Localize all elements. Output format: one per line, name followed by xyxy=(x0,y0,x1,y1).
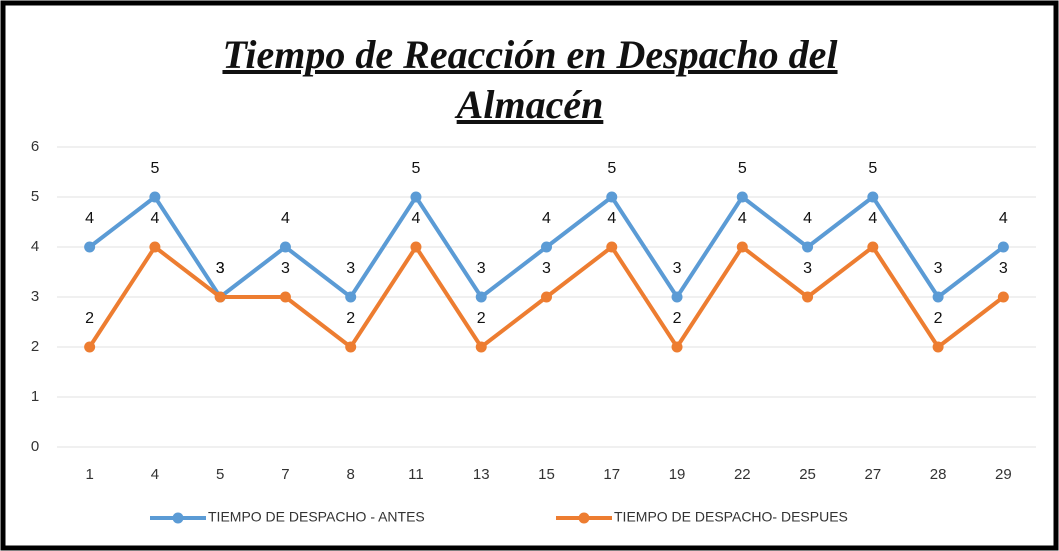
point xyxy=(736,191,748,203)
y-tick-label: 1 xyxy=(31,388,39,405)
data-label: 3 xyxy=(803,260,812,277)
point xyxy=(410,241,422,253)
point xyxy=(410,191,422,203)
x-tick-label: 27 xyxy=(864,466,881,483)
x-tick-label: 8 xyxy=(347,466,355,483)
data-label: 4 xyxy=(412,210,421,227)
point xyxy=(932,291,944,303)
data-label: 4 xyxy=(281,210,290,227)
data-label: 3 xyxy=(934,260,943,277)
point xyxy=(671,291,683,303)
data-label: 5 xyxy=(738,160,747,177)
x-tick-label: 11 xyxy=(408,466,424,483)
point xyxy=(606,191,618,203)
x-tick-label: 19 xyxy=(669,466,686,483)
point xyxy=(279,291,291,303)
data-label: 2 xyxy=(673,310,682,327)
x-tick-label: 22 xyxy=(734,466,751,483)
y-tick-label: 2 xyxy=(31,338,39,355)
chart-title: Tiempo de Reacción en Despacho del Almac… xyxy=(222,32,838,127)
point xyxy=(149,191,161,203)
legend-label: TIEMPO DE DESPACHO- DESPUES xyxy=(614,509,848,525)
point xyxy=(475,291,487,303)
point xyxy=(997,291,1009,303)
data-label: 5 xyxy=(607,160,616,177)
data-label: 4 xyxy=(607,210,616,227)
data-label: 4 xyxy=(803,210,812,227)
data-label: 3 xyxy=(477,260,486,277)
point xyxy=(475,341,487,353)
x-tick-label: 4 xyxy=(151,466,159,483)
point xyxy=(606,241,618,253)
data-label: 4 xyxy=(85,210,94,227)
data-label: 4 xyxy=(542,210,551,227)
y-tick-label: 5 xyxy=(31,188,39,205)
data-label: 5 xyxy=(412,160,421,177)
point xyxy=(802,241,814,253)
data-label: 4 xyxy=(150,210,159,227)
data-label: 4 xyxy=(868,210,877,227)
x-tick-label: 5 xyxy=(216,466,224,483)
point xyxy=(84,341,96,353)
data-label: 3 xyxy=(281,260,290,277)
y-tick-label: 4 xyxy=(31,238,39,255)
data-label: 4 xyxy=(999,210,1008,227)
x-tick-label: 28 xyxy=(930,466,947,483)
point xyxy=(84,241,96,253)
point xyxy=(932,341,944,353)
data-label: 3 xyxy=(673,260,682,277)
point xyxy=(345,291,357,303)
data-label: 3 xyxy=(216,260,225,277)
data-label: 5 xyxy=(150,160,159,177)
data-label: 3 xyxy=(999,260,1008,277)
y-tick-label: 0 xyxy=(31,438,39,455)
data-label: 2 xyxy=(346,310,355,327)
data-label: 5 xyxy=(868,160,877,177)
point xyxy=(802,291,814,303)
data-label: 2 xyxy=(477,310,486,327)
data-label: 4 xyxy=(738,210,747,227)
data-label: 2 xyxy=(934,310,943,327)
data-label: 3 xyxy=(346,260,355,277)
y-tick-label: 3 xyxy=(31,288,39,305)
point xyxy=(345,341,357,353)
point xyxy=(997,241,1009,253)
point xyxy=(214,291,226,303)
legend-label: TIEMPO DE DESPACHO - ANTES xyxy=(208,509,425,525)
point xyxy=(867,241,879,253)
data-label: 3 xyxy=(216,260,225,277)
data-label: 2 xyxy=(85,310,94,327)
point xyxy=(541,241,552,253)
point xyxy=(671,341,683,353)
x-tick-label: 17 xyxy=(603,466,620,483)
x-tick-label: 15 xyxy=(538,466,555,483)
x-tick-label: 25 xyxy=(799,466,816,483)
x-tick-label: 7 xyxy=(281,466,289,483)
point xyxy=(541,291,552,303)
point xyxy=(867,191,879,203)
x-tick-label: 13 xyxy=(473,466,490,483)
point xyxy=(736,241,748,253)
point xyxy=(279,241,291,253)
data-label: 3 xyxy=(542,260,551,277)
legend-marker xyxy=(578,512,590,524)
y-tick-label: 6 xyxy=(31,138,39,155)
legend-marker xyxy=(172,512,184,524)
point xyxy=(149,241,161,253)
x-tick-label: 1 xyxy=(85,466,93,483)
x-tick-label: 29 xyxy=(995,466,1012,483)
